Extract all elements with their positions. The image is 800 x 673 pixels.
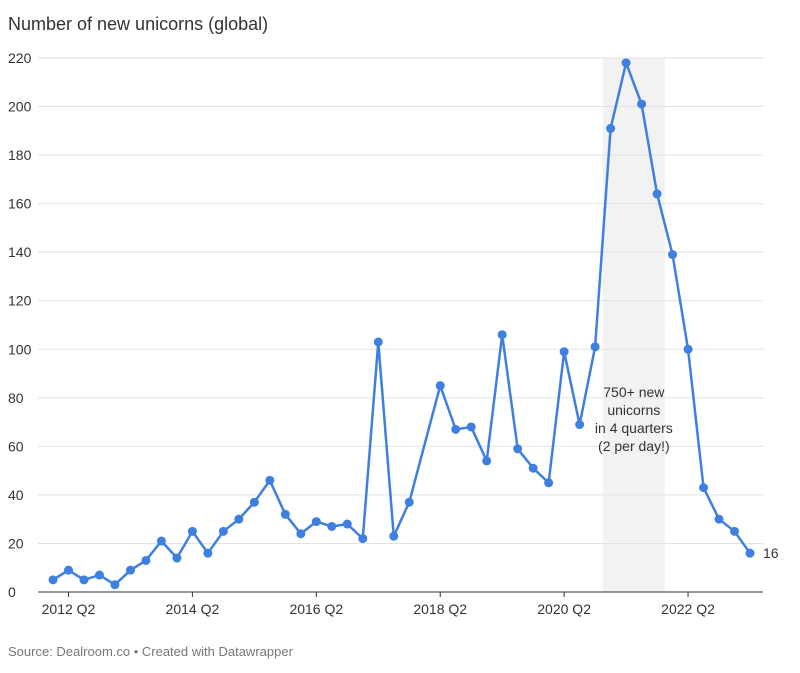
end-label: 16 [763, 545, 779, 561]
data-point [342, 519, 352, 529]
data-point [218, 526, 228, 536]
data-point [559, 347, 569, 357]
data-point [156, 536, 166, 546]
data-point [94, 570, 104, 580]
highlight-band [602, 58, 665, 592]
data-point [745, 548, 755, 558]
data-point [110, 580, 120, 590]
data-point [358, 534, 368, 544]
annotation: (2 per day!) [598, 438, 670, 454]
data-point [249, 497, 259, 507]
y-tick-label: 40 [8, 487, 24, 503]
y-tick-label: 220 [8, 50, 32, 66]
data-point [79, 575, 89, 585]
data-point [265, 475, 275, 485]
y-tick-label: 80 [8, 390, 24, 406]
data-point [203, 548, 213, 558]
data-point [327, 521, 337, 531]
x-tick-label: 2022 Q2 [661, 601, 715, 617]
y-tick-label: 200 [8, 99, 32, 115]
x-tick-label: 2014 Q2 [166, 601, 220, 617]
data-point [141, 555, 151, 565]
data-point [296, 529, 306, 539]
data-point [63, 565, 73, 575]
source: Source: Dealroom.co • Created with Dataw… [8, 644, 294, 659]
data-point [621, 58, 631, 68]
annotation: unicorns [607, 402, 660, 418]
data-point [575, 420, 585, 430]
data-point [637, 99, 647, 109]
chart-title: Number of new unicorns (global) [8, 14, 268, 34]
annotation: 750+ new [603, 384, 665, 400]
data-point [606, 123, 616, 133]
data-point [389, 531, 399, 541]
y-tick-label: 140 [8, 244, 32, 260]
data-point [451, 424, 461, 434]
data-point [311, 517, 321, 527]
data-point [730, 526, 740, 536]
data-point [187, 526, 197, 536]
data-point [125, 565, 135, 575]
data-point [714, 514, 724, 524]
y-tick-label: 0 [8, 584, 16, 600]
y-tick-label: 60 [8, 438, 24, 454]
y-tick-label: 20 [8, 535, 24, 551]
data-point [683, 344, 693, 354]
x-tick-label: 2020 Q2 [537, 601, 591, 617]
x-tick-label: 2016 Q2 [289, 601, 343, 617]
data-point [482, 456, 492, 466]
data-point [466, 422, 476, 432]
data-point [497, 330, 507, 340]
data-point [280, 509, 290, 519]
x-tick-label: 2012 Q2 [42, 601, 96, 617]
data-point [513, 444, 523, 454]
data-point [544, 478, 554, 488]
data-point [435, 381, 445, 391]
y-tick-label: 160 [8, 196, 32, 212]
data-point [590, 342, 600, 352]
data-point [699, 483, 709, 493]
data-point [528, 463, 538, 473]
data-point [172, 553, 182, 563]
data-point [373, 337, 383, 347]
data-point [652, 189, 662, 199]
y-tick-label: 120 [8, 293, 32, 309]
y-tick-label: 180 [8, 147, 32, 163]
data-point [404, 497, 414, 507]
data-point [668, 250, 678, 260]
data-point [48, 575, 58, 585]
y-tick-label: 100 [8, 341, 32, 357]
data-point [234, 514, 244, 524]
x-tick-label: 2018 Q2 [413, 601, 467, 617]
annotation: in 4 quarters [595, 420, 673, 436]
